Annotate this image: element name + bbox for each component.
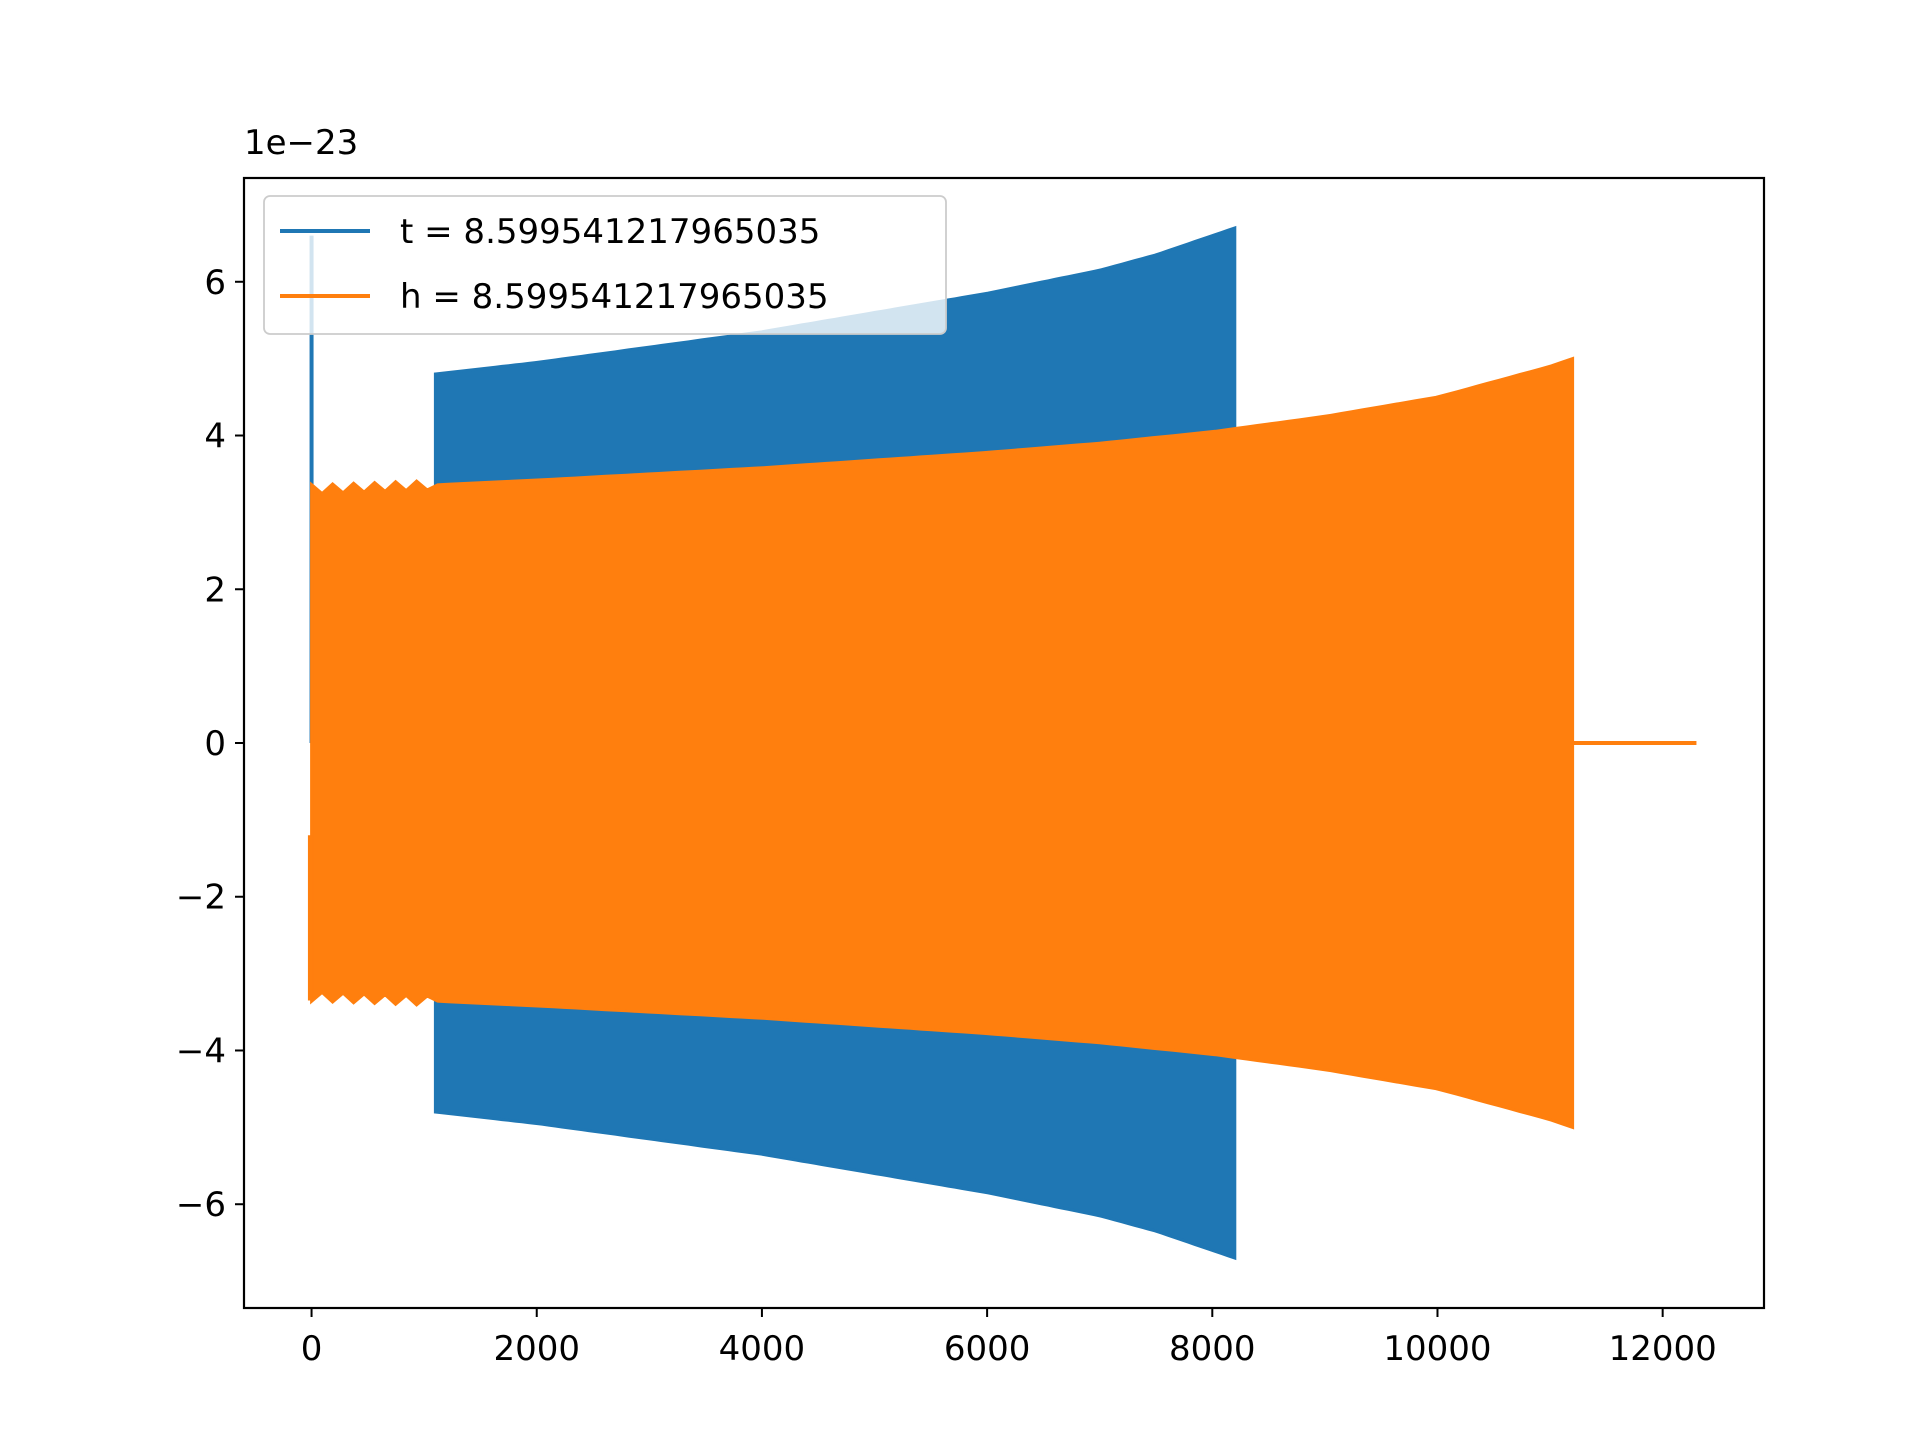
y-tick-label: −4 <box>176 1031 226 1071</box>
x-tick-label: 0 <box>301 1329 323 1369</box>
plot-area <box>307 225 1697 1261</box>
series-h-band <box>310 356 1575 1130</box>
y-tick-label: −6 <box>176 1185 226 1225</box>
x-tick-label: 8000 <box>1169 1329 1256 1369</box>
y-tick-label: 2 <box>204 570 226 610</box>
x-tick-label: 12000 <box>1609 1329 1717 1369</box>
x-tick-label: 4000 <box>719 1329 806 1369</box>
x-tick-label: 6000 <box>944 1329 1031 1369</box>
y-offset-label: 1e−23 <box>244 123 358 163</box>
legend-label-h: h = 8.599541217965035 <box>400 277 829 317</box>
y-tick-label: −2 <box>176 878 226 918</box>
y-tick-label: 4 <box>204 417 226 457</box>
legend-box <box>263 195 947 335</box>
y-tick-label: 6 <box>204 263 226 303</box>
x-tick-label: 10000 <box>1383 1329 1491 1369</box>
legend-label-t: t = 8.599541217965035 <box>400 212 820 252</box>
x-axis: 0 2000 4000 6000 8000 10000 12000 <box>301 1308 1717 1369</box>
y-tick-label: 0 <box>204 724 226 764</box>
y-axis: −6 −4 −2 0 2 4 6 <box>176 263 244 1225</box>
legend: t = 8.599541217965035 h = 8.599541217965… <box>263 195 947 335</box>
x-tick-label: 2000 <box>493 1329 580 1369</box>
